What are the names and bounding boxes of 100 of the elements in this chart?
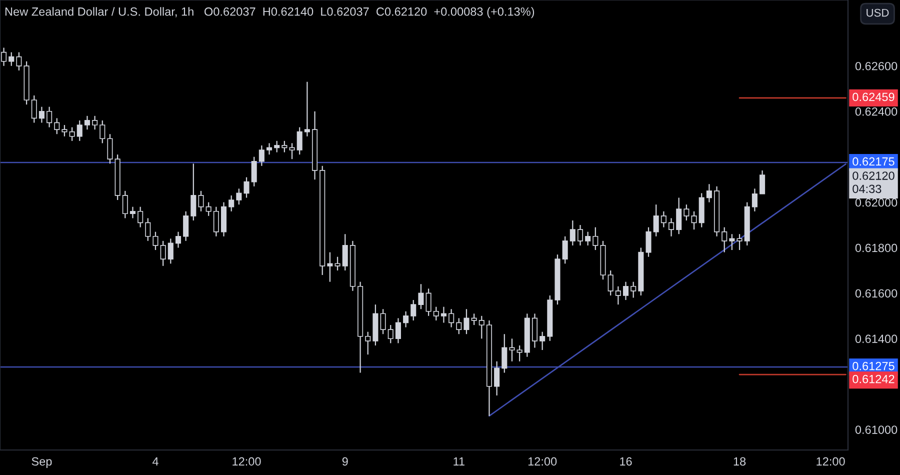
candlestick bbox=[296, 126, 302, 156]
candlestick bbox=[464, 308, 470, 335]
candlestick bbox=[31, 94, 37, 124]
candlestick bbox=[54, 118, 60, 135]
candlestick bbox=[327, 252, 333, 282]
data-label: 0.61242 bbox=[852, 374, 894, 384]
candlestick bbox=[213, 206, 219, 237]
candlestick bbox=[266, 142, 272, 156]
candlestick bbox=[516, 344, 522, 362]
candlestick bbox=[130, 206, 136, 219]
x-tick-label: 12:00 bbox=[816, 457, 845, 466]
candlestick bbox=[100, 120, 106, 144]
candlestick bbox=[92, 115, 98, 130]
candlestick bbox=[722, 226, 728, 253]
candlestick bbox=[8, 52, 14, 66]
candlestick bbox=[258, 144, 264, 166]
x-tick-label: 11 bbox=[454, 457, 464, 466]
x-tick-label: 12:00 bbox=[528, 457, 557, 466]
candlestick bbox=[615, 286, 621, 306]
y-tick-label: 0.61800 bbox=[855, 244, 898, 252]
candlestick bbox=[668, 218, 674, 237]
candlestick bbox=[342, 234, 348, 272]
candlestick bbox=[16, 52, 22, 72]
candlestick bbox=[736, 234, 742, 251]
y-axis-title: USD bbox=[866, 8, 889, 17]
ref-line-label: 0.61275 bbox=[852, 362, 894, 370]
candlestick bbox=[251, 156, 257, 187]
candlestick bbox=[706, 184, 712, 203]
candlestick bbox=[46, 106, 52, 128]
candlestick bbox=[183, 210, 189, 242]
candlestick bbox=[752, 188, 758, 212]
candlestick bbox=[198, 190, 204, 212]
candlestick bbox=[62, 124, 68, 137]
candlestick bbox=[630, 281, 636, 298]
candlestick bbox=[760, 170, 766, 194]
data-label: 0.62459 bbox=[852, 92, 894, 102]
candlestick bbox=[433, 306, 439, 322]
candlestick bbox=[608, 270, 614, 296]
candlestick bbox=[160, 240, 166, 266]
candlestick bbox=[175, 231, 182, 248]
candlestick bbox=[403, 310, 409, 328]
candlestick bbox=[448, 308, 454, 328]
x-tick-label: 12:00 bbox=[232, 457, 261, 466]
x-tick-label: 18 bbox=[734, 457, 746, 466]
candlestick bbox=[289, 142, 295, 160]
candlestick bbox=[585, 231, 591, 246]
y-tick-label: 0.62000 bbox=[855, 198, 898, 207]
candlestick bbox=[729, 234, 735, 251]
x-tick-label: 4 bbox=[152, 457, 158, 466]
candlestick bbox=[1, 47, 7, 66]
y-tick-label: 0.62600 bbox=[855, 62, 898, 70]
candlestick bbox=[676, 197, 682, 235]
candlestick bbox=[107, 134, 113, 164]
y-tick-label: 0.62400 bbox=[855, 107, 898, 116]
candlestick bbox=[502, 334, 508, 374]
candlestick bbox=[274, 140, 280, 153]
candlestick bbox=[471, 313, 477, 326]
candlestick bbox=[410, 299, 416, 322]
x-tick-label: Sep bbox=[32, 457, 52, 468]
candlestick bbox=[418, 284, 424, 310]
x-tick-label: 9 bbox=[342, 457, 348, 466]
ref-line-label: 0.62175 bbox=[852, 157, 894, 166]
candlestick bbox=[282, 140, 288, 153]
text: 0.62120 04:33 bbox=[852, 172, 894, 194]
candlestick bbox=[206, 202, 212, 216]
candlestick bbox=[426, 288, 432, 316]
candlestick bbox=[478, 315, 484, 340]
candlestick bbox=[152, 231, 158, 251]
chart-title: New Zealand Dollar / U.S. Dollar, 1h O0.62037 H0.62140 L0.62037 C0.62120 +0.00083 (+0.13%) bbox=[5, 7, 534, 18]
candlestick bbox=[653, 204, 659, 237]
candlestick bbox=[577, 224, 584, 246]
candlestick bbox=[228, 194, 234, 212]
candlestick bbox=[365, 331, 371, 356]
y-tick-label: 0.61600 bbox=[855, 289, 898, 298]
candlestick bbox=[540, 331, 546, 351]
candlestick bbox=[84, 115, 90, 130]
candlestick bbox=[76, 120, 82, 142]
candlestick bbox=[660, 210, 666, 228]
candlestick bbox=[69, 126, 75, 142]
candlestick bbox=[440, 306, 446, 324]
candlestick bbox=[691, 210, 697, 230]
candlestick bbox=[380, 308, 386, 335]
y-tick-label: 0.61000 bbox=[855, 426, 898, 434]
candlestick bbox=[622, 281, 629, 301]
candlestick bbox=[570, 220, 576, 246]
candlestick bbox=[138, 206, 144, 228]
candlestick bbox=[236, 188, 242, 206]
candlestick bbox=[395, 318, 401, 344]
candlestick bbox=[334, 256, 340, 272]
candlestick bbox=[562, 236, 568, 264]
candlestick bbox=[592, 226, 598, 251]
candlestick bbox=[304, 81, 310, 137]
candlestick bbox=[38, 106, 44, 124]
y-tick-label: 0.61400 bbox=[855, 334, 898, 344]
candlestick bbox=[646, 226, 652, 258]
candlestick bbox=[532, 313, 538, 348]
candlestick bbox=[494, 360, 500, 396]
candlestick bbox=[122, 190, 128, 219]
x-tick-label: 16 bbox=[620, 457, 632, 466]
candlestick bbox=[684, 204, 690, 222]
